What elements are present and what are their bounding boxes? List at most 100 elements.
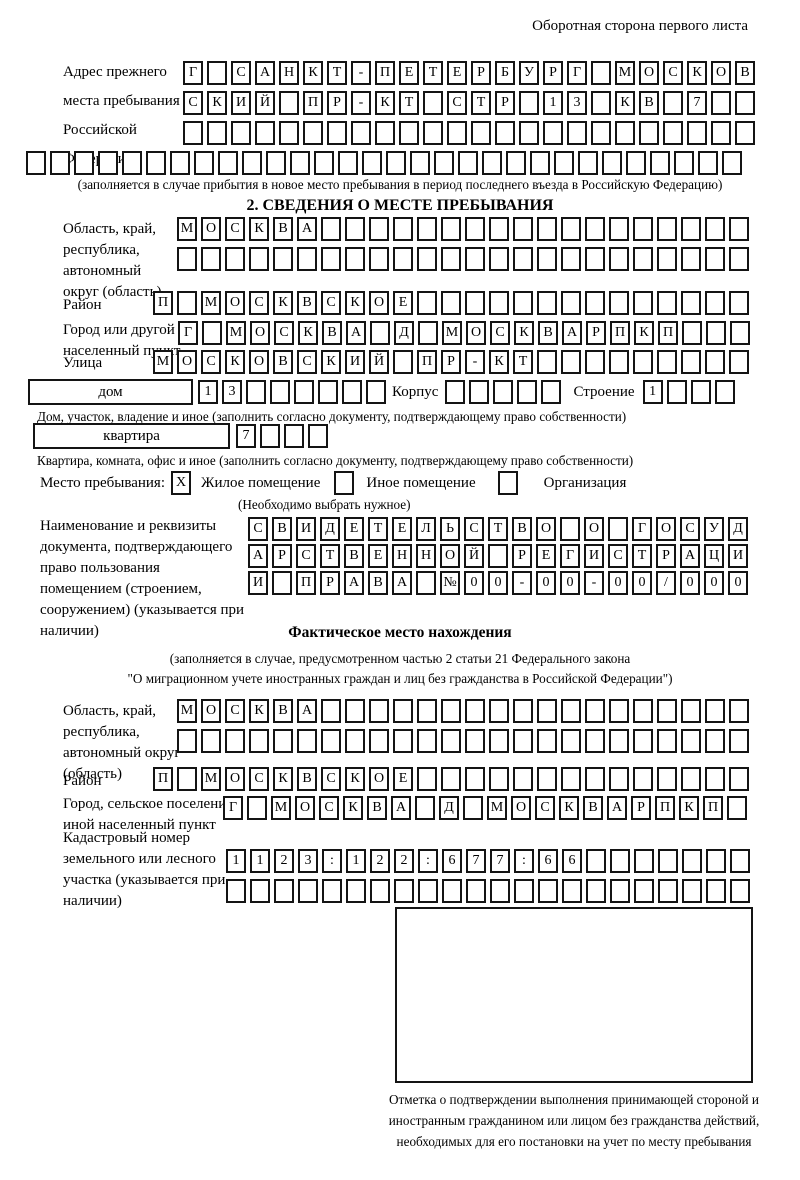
char-cell — [538, 879, 558, 903]
char-cell: В — [322, 321, 342, 345]
char-cell: 6 — [562, 849, 582, 873]
char-cell: О — [249, 350, 269, 374]
char-cell: О — [225, 291, 245, 315]
char-cell — [465, 291, 485, 315]
char-cell — [705, 247, 725, 271]
char-cell — [489, 729, 509, 753]
char-cell: 1 — [250, 849, 270, 873]
char-cell — [441, 291, 461, 315]
char-cell: О — [295, 796, 315, 820]
char-cell: С — [231, 61, 251, 85]
char-cell: Т — [471, 91, 491, 115]
char-cell: С — [225, 217, 245, 241]
char-cell — [735, 91, 755, 115]
char-cell: 3 — [567, 91, 587, 115]
char-cell: М — [442, 321, 462, 345]
char-cell: Е — [393, 767, 413, 791]
char-cell — [321, 217, 341, 241]
char-cell: К — [345, 291, 365, 315]
char-cell — [537, 350, 557, 374]
char-cell — [639, 121, 659, 145]
char-cell: А — [391, 796, 411, 820]
char-cell — [272, 571, 292, 595]
char-cell: П — [417, 350, 437, 374]
char-cell — [489, 767, 509, 791]
char-cell: С — [319, 796, 339, 820]
char-cell — [682, 321, 702, 345]
char-cell: К — [687, 61, 707, 85]
char-cell: 0 — [608, 571, 628, 595]
char-cell: О — [369, 291, 389, 315]
char-cell — [194, 151, 214, 175]
char-cell — [321, 247, 341, 271]
mesto-checkbox-organizatsiya — [497, 471, 518, 495]
char-cell: К — [343, 796, 363, 820]
char-cell — [729, 247, 749, 271]
char-cell — [561, 699, 581, 723]
char-cell: О — [536, 517, 556, 541]
char-cell — [561, 217, 581, 241]
char-cell — [273, 247, 293, 271]
char-cell — [513, 699, 533, 723]
fact-title: Фактическое место нахождения — [288, 624, 512, 641]
char-cell — [417, 291, 437, 315]
char-cell: О — [711, 61, 731, 85]
char-cell: Т — [327, 61, 347, 85]
char-cell — [394, 879, 414, 903]
dom-note: Дом, участок, владение и иное (заполнить… — [37, 409, 627, 424]
char-cell: О — [511, 796, 531, 820]
char-cell: И — [231, 91, 251, 115]
char-cell — [633, 729, 653, 753]
char-cell — [609, 350, 629, 374]
document-label: Наименование и реквизиты документа, подт… — [40, 518, 245, 639]
char-cell: 0 — [488, 571, 508, 595]
char-cell: А — [297, 699, 317, 723]
char-cell: В — [538, 321, 558, 345]
char-cell: К — [489, 350, 509, 374]
char-cell: Е — [344, 517, 364, 541]
char-cell — [74, 151, 94, 175]
char-cell — [442, 879, 462, 903]
mesto-checkbox-zhiloe: X — [171, 471, 191, 495]
char-cell — [706, 849, 726, 873]
char-cell: Д — [439, 796, 459, 820]
char-cell: В — [735, 61, 755, 85]
char-cell — [541, 380, 562, 404]
char-cell — [201, 247, 221, 271]
char-cell: С — [608, 544, 628, 568]
char-cell — [561, 729, 581, 753]
char-cell — [393, 729, 413, 753]
char-cell: О — [656, 517, 676, 541]
char-cell — [202, 321, 222, 345]
char-cell — [423, 121, 443, 145]
char-cell — [369, 247, 389, 271]
fact-raion-label: Район — [63, 773, 102, 789]
char-cell — [369, 729, 389, 753]
char-cell — [585, 699, 605, 723]
char-cell: С — [201, 350, 221, 374]
char-cell: П — [655, 796, 675, 820]
char-cell: 2 — [274, 849, 294, 873]
char-cell: К — [514, 321, 534, 345]
char-cell: С — [464, 517, 484, 541]
char-cell: М — [615, 61, 635, 85]
char-cell: К — [375, 91, 395, 115]
char-cell — [657, 247, 677, 271]
char-cell — [465, 767, 485, 791]
char-cell — [290, 151, 310, 175]
char-cell — [321, 699, 341, 723]
char-cell: О — [639, 61, 659, 85]
char-cell — [729, 767, 749, 791]
char-cell: А — [248, 544, 268, 568]
char-cell — [727, 796, 747, 820]
char-cell — [345, 699, 365, 723]
char-cell — [729, 217, 749, 241]
char-cell — [650, 151, 670, 175]
char-cell — [441, 767, 461, 791]
